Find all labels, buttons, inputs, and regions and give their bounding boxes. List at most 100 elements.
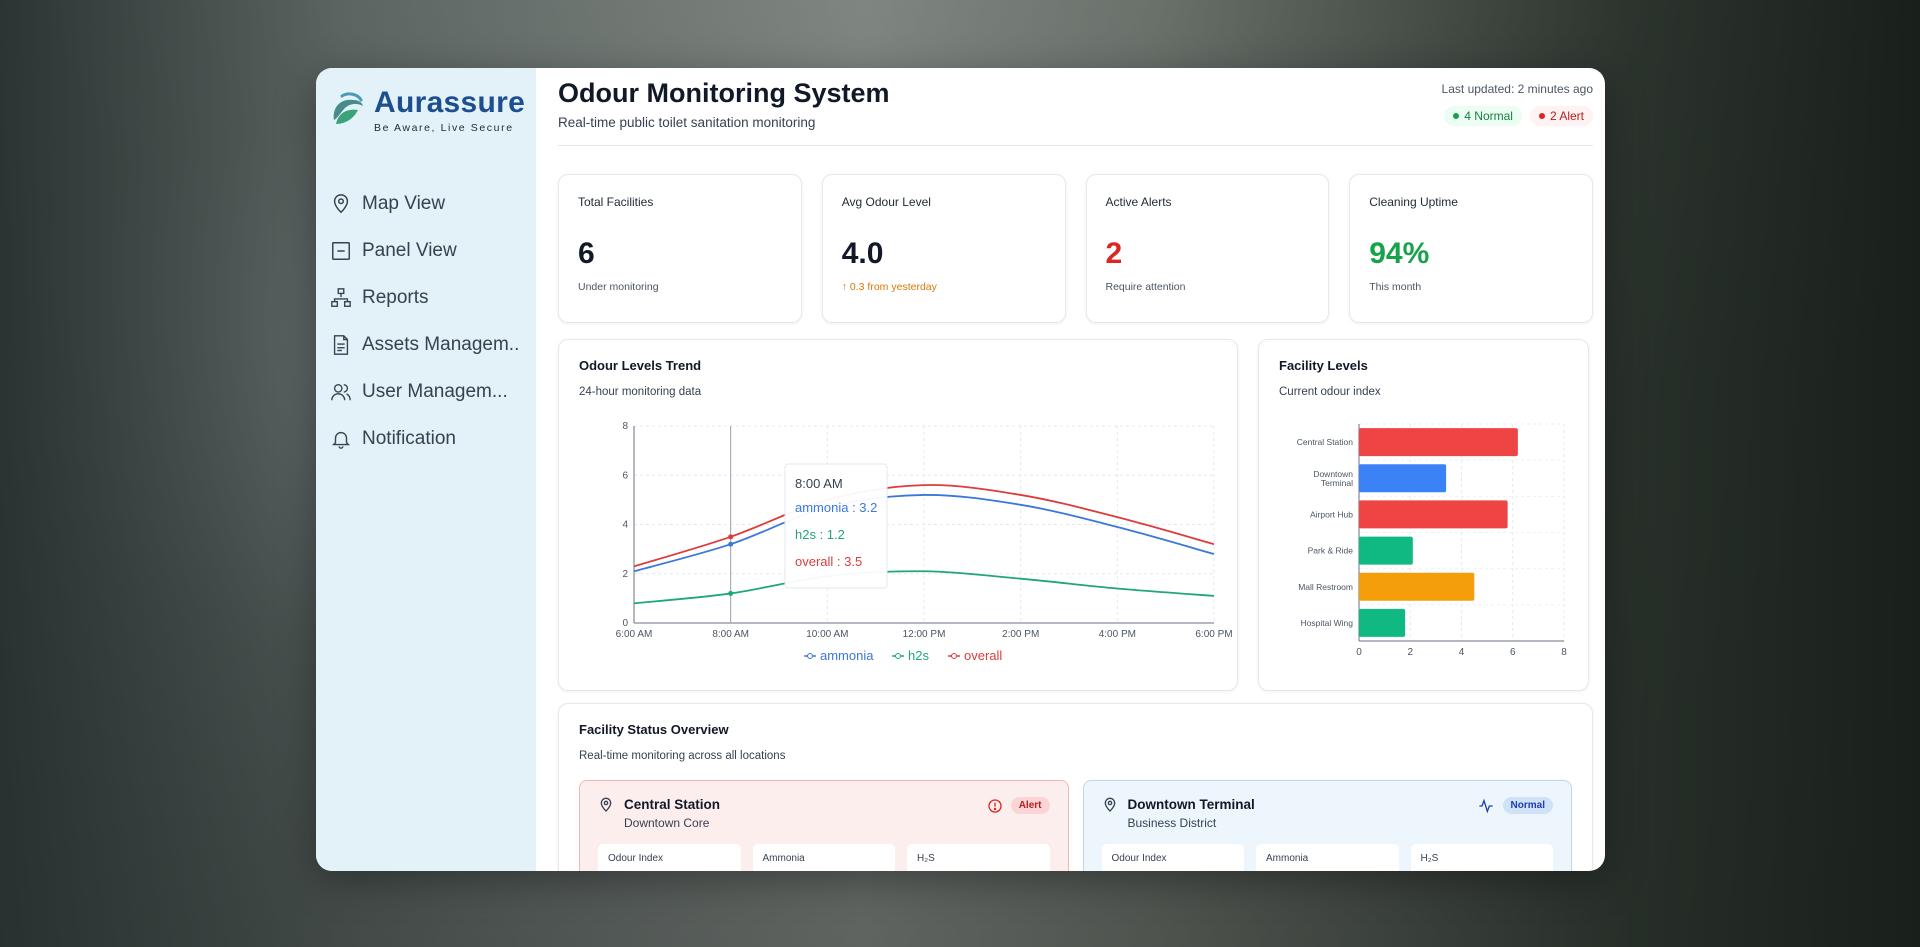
stats-row: Total Facilities 6 Under monitoring Avg …: [558, 174, 1593, 323]
legend-item-h2s: h2s: [892, 648, 929, 663]
y-tick-label: Airport Hub: [1310, 509, 1353, 519]
odour-trend-card: Odour Levels Trend 24-hour monitoring da…: [558, 339, 1238, 691]
y-tick-label: 0: [622, 618, 628, 629]
x-tick-label: 0: [1356, 647, 1362, 658]
x-tick-label: 6: [1510, 647, 1516, 658]
sidebar-item-notification[interactable]: Notification: [326, 415, 526, 462]
bar-hospital-wing: [1359, 608, 1406, 637]
legend-marker: [807, 653, 813, 659]
stat-label: Total Facilities: [578, 195, 654, 209]
y-tick-label: 4: [622, 520, 628, 531]
document-icon: [333, 334, 349, 355]
stat-card-avg-odour: Avg Odour Level 4.0 ↑ 0.3 from yesterday: [821, 174, 1066, 323]
bar-central-station: [1359, 428, 1518, 457]
stat-label: Avg Odour Level: [841, 195, 931, 209]
alert-count-label: 2 Alert: [1549, 109, 1584, 123]
sidebar-item-label: Map View: [362, 192, 446, 214]
stat-label: Active Alerts: [1105, 195, 1172, 209]
stat-sub: Require attention: [1105, 281, 1186, 293]
sidebar-item-map-view[interactable]: Map View: [326, 180, 526, 227]
series-point-h2s: [728, 590, 734, 596]
y-tick-label: 2: [622, 569, 628, 580]
x-tick-label: 10:00 AM: [806, 629, 848, 640]
stat-value: 2: [1105, 237, 1123, 270]
green-dot-icon: [1453, 113, 1460, 119]
page-subtitle: Real-time public toilet sanitation monit…: [558, 115, 816, 130]
brand-logo[interactable]: Aurassure Be Aware, Live Secure: [326, 88, 526, 134]
facility-levels-card: Facility Levels Current odour index 0 2 4 6…: [1258, 339, 1589, 691]
sidebar-item-assets-management[interactable]: Assets Managem..: [326, 321, 526, 368]
legend-label: overall: [964, 648, 1002, 663]
sidebar-item-label: Reports: [362, 286, 429, 308]
bar-park-ride: [1359, 536, 1413, 565]
tooltip-time: 8:00 AM: [795, 476, 843, 491]
leaf-logo-icon: [333, 92, 363, 124]
normal-count-badge[interactable]: 4 Normal: [1444, 106, 1522, 126]
last-updated-text: Last updated: 2 minutes ago: [1441, 82, 1593, 96]
alert-circle-icon: [988, 798, 1002, 813]
stat-sub: Under monitoring: [578, 281, 659, 293]
x-tick-label: 8: [1561, 647, 1567, 658]
x-tick-label: 2: [1407, 647, 1413, 658]
facility-card-downtown-terminal[interactable]: Downtown Terminal Business District Norm…: [1082, 780, 1572, 871]
chart-tooltip: 8:00 AM ammonia : 3.2 h2s : 1.2 overall : 3…: [784, 463, 888, 589]
legend-label: ammonia: [820, 648, 874, 663]
legend-item-overall: overall: [948, 648, 1002, 663]
facility-area: Business District: [1127, 816, 1217, 830]
y-tick-label: 8: [622, 421, 628, 432]
trend-line-chart[interactable]: 0 2 4 6 8 6:00 AM 8:00 AM 10:00 AM 12:00 PM 2:00 …: [559, 340, 1239, 692]
sidebar-item-user-management[interactable]: User Managem...: [326, 368, 526, 415]
main-content: Odour Monitoring System Real-time public…: [536, 68, 1605, 871]
page-title: Odour Monitoring System: [558, 78, 890, 108]
y-tick-label: Hospital Wing: [1301, 618, 1354, 628]
bar-airport-hub: [1359, 500, 1508, 529]
x-tick-label: 6:00 AM: [616, 629, 653, 640]
x-tick-label: 8:00 AM: [712, 629, 749, 640]
stat-sub: This month: [1369, 281, 1422, 293]
series-point-overall: [728, 534, 734, 540]
page-header: Odour Monitoring System Real-time public…: [558, 68, 1593, 146]
metric-ammonia: Ammonia: [752, 844, 895, 871]
sidebar-nav: Map View Panel View Reports Assets Manag…: [326, 180, 526, 462]
sidebar-item-label: Panel View: [362, 239, 457, 261]
levels-subtitle: Current odour index: [1279, 386, 1381, 398]
x-tick-label: 6:00 PM: [1195, 629, 1232, 640]
app-window: Aurassure Be Aware, Live Secure Map View…: [316, 68, 1605, 871]
red-dot-icon: [1538, 113, 1545, 119]
location-pin-icon: [1104, 797, 1115, 812]
status-badge: Alert: [1010, 797, 1050, 814]
legend-marker: [951, 653, 957, 659]
x-tick-label: 4: [1459, 647, 1465, 658]
y-tick-label: Downtown: [1313, 469, 1353, 479]
x-tick-label: 12:00 PM: [903, 629, 946, 640]
facility-card-central-station[interactable]: Central Station Downtown Core Alert Odou…: [579, 780, 1069, 871]
tooltip-box: [784, 463, 888, 589]
hierarchy-icon: [331, 287, 351, 307]
metric-h2s: H₂S: [1410, 844, 1553, 871]
legend-marker: [895, 653, 901, 659]
overview-subtitle: Real-time monitoring across all location…: [579, 750, 786, 762]
y-tick-label: Terminal: [1321, 478, 1353, 488]
sidebar: Aurassure Be Aware, Live Secure Map View…: [316, 68, 536, 871]
y-tick-label: 6: [622, 470, 628, 481]
trend-subtitle: 24-hour monitoring data: [579, 386, 702, 398]
sidebar-item-panel-view[interactable]: Panel View: [326, 227, 526, 274]
x-tick-label: 4:00 PM: [1099, 629, 1136, 640]
y-tick-label: Park & Ride: [1308, 546, 1354, 556]
brand-name: Aurassure: [374, 86, 526, 119]
facility-status-overview: Facility Status Overview Real-time monit…: [558, 703, 1593, 871]
alert-count-badge[interactable]: 2 Alert: [1529, 106, 1593, 126]
levels-title: Facility Levels: [1279, 358, 1368, 373]
stat-sub: ↑ 0.3 from yesterday: [841, 281, 937, 293]
sidebar-item-label: User Managem...: [362, 380, 508, 402]
brand-tagline: Be Aware, Live Secure: [374, 122, 514, 134]
sidebar-item-reports[interactable]: Reports: [326, 274, 526, 321]
sidebar-item-label: Notification: [362, 427, 456, 449]
sidebar-item-label: Assets Managem..: [362, 333, 520, 355]
y-tick-label: Central Station: [1297, 437, 1353, 447]
stat-label: Cleaning Uptime: [1369, 195, 1458, 209]
status-badge: Normal: [1502, 797, 1553, 814]
stat-value: 6: [578, 237, 595, 270]
facility-name: Central Station: [624, 797, 721, 812]
